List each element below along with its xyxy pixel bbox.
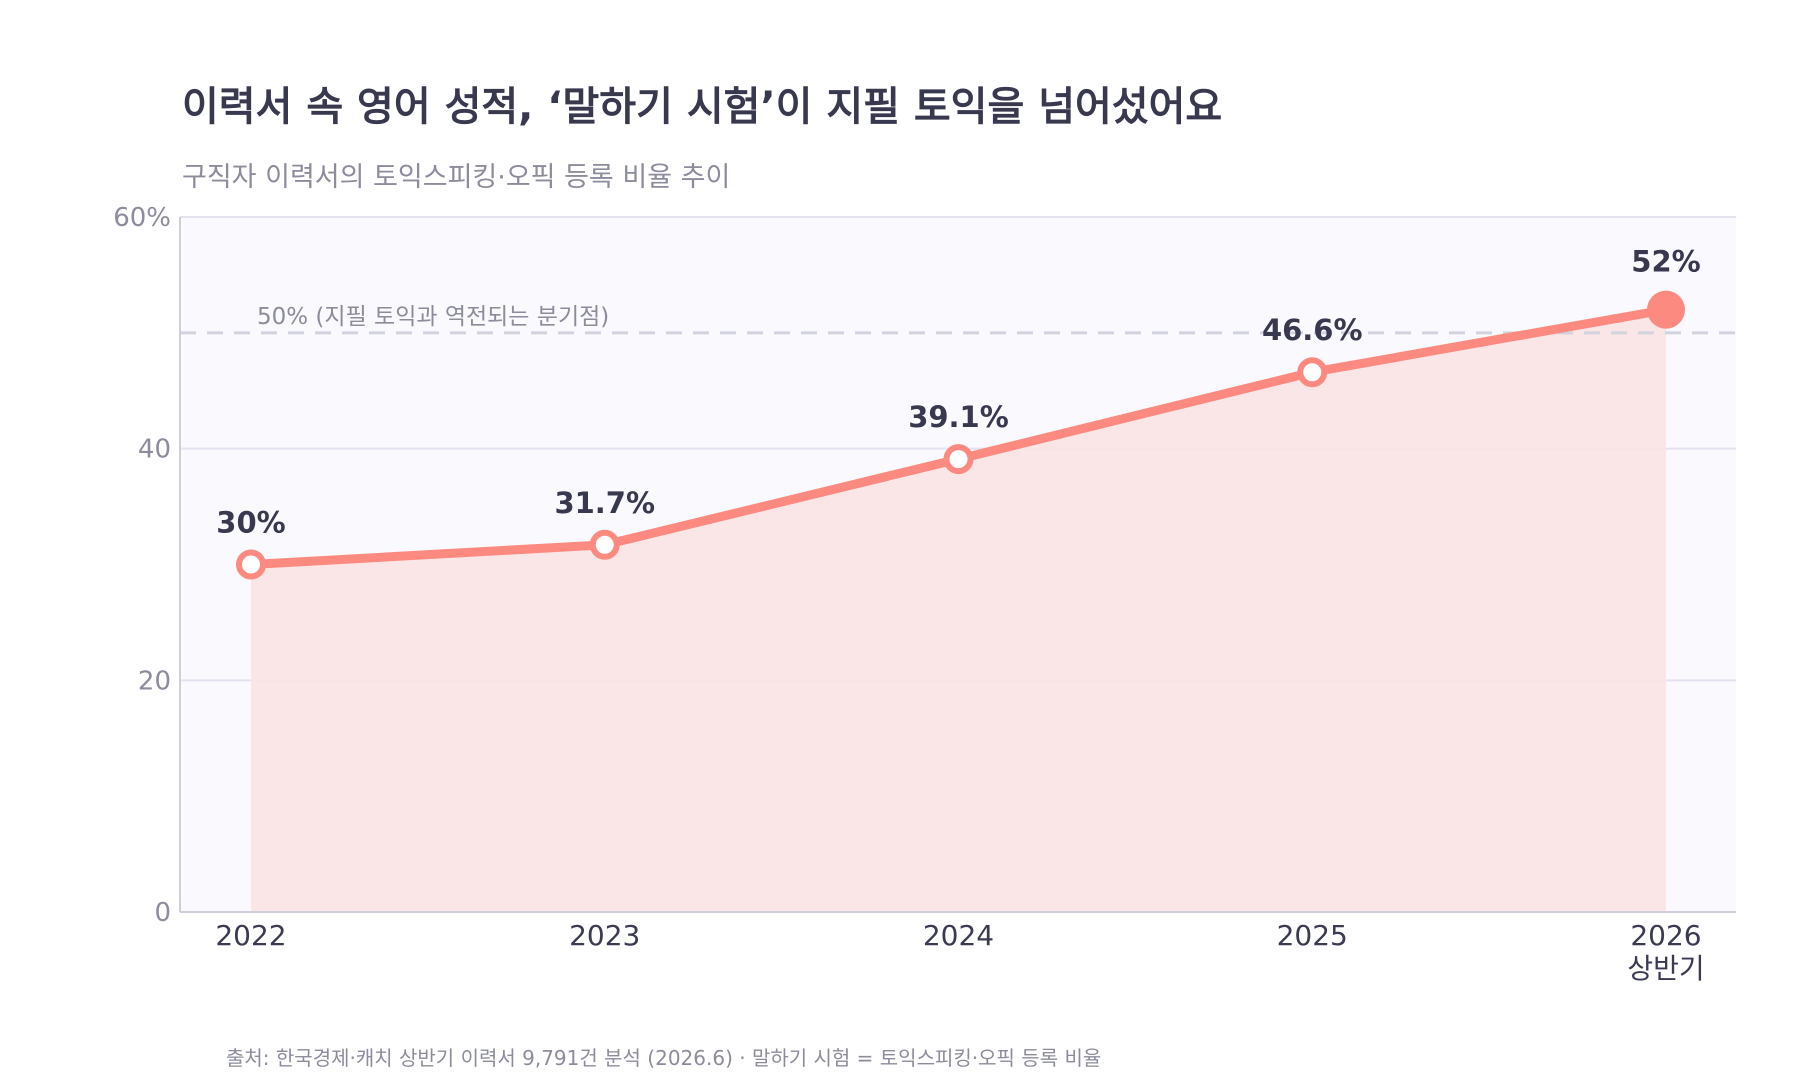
- reference-line-label: 50% (지필 토익과 역전되는 분기점): [257, 304, 609, 330]
- x-tick-label: 2024: [923, 919, 994, 952]
- data-points: [236, 290, 1685, 580]
- data-label: 30%: [216, 506, 285, 540]
- data-label: 52%: [1631, 245, 1700, 279]
- reference-line: 50% (지필 토익과 역전되는 분기점): [180, 304, 1736, 335]
- area-fill: [251, 309, 1666, 913]
- chart-title: 이력서 속 영어 성적, ‘말하기 시험’이 지필 토익을 넘어섰어요: [182, 84, 1223, 130]
- data-label: 39.1%: [908, 400, 1009, 434]
- x-tick-label: 2022: [215, 919, 286, 952]
- x-tick-label: 2025: [1277, 919, 1348, 952]
- data-point-highlight: [1647, 290, 1685, 329]
- chart-subtitle: 구직자 이력서의 토익스피킹·오픽 등록 비율 추이: [182, 162, 731, 193]
- data-label: 46.6%: [1262, 313, 1363, 347]
- y-tick-label: 60%: [113, 203, 171, 233]
- source-note: 출처: 한국경제·캐치 상반기 이력서 9,791건 분석 (2026.6) ·…: [226, 1046, 1102, 1070]
- x-tick-label: 2026: [1630, 919, 1701, 952]
- data-point: [1297, 357, 1328, 388]
- data-point: [236, 549, 266, 580]
- x-tick-label: 2023: [569, 919, 640, 952]
- data-point: [943, 444, 974, 475]
- y-tick-label: 0: [154, 898, 171, 928]
- data-label: 31.7%: [554, 486, 655, 520]
- x-tick-label: 상반기: [1627, 952, 1704, 985]
- data-point: [589, 529, 620, 560]
- data-labels: 30% 31.7% 39.1% 46.6% 52%: [216, 245, 1700, 540]
- y-tick-label: 20: [138, 666, 171, 696]
- y-tick-label: 40: [138, 435, 171, 465]
